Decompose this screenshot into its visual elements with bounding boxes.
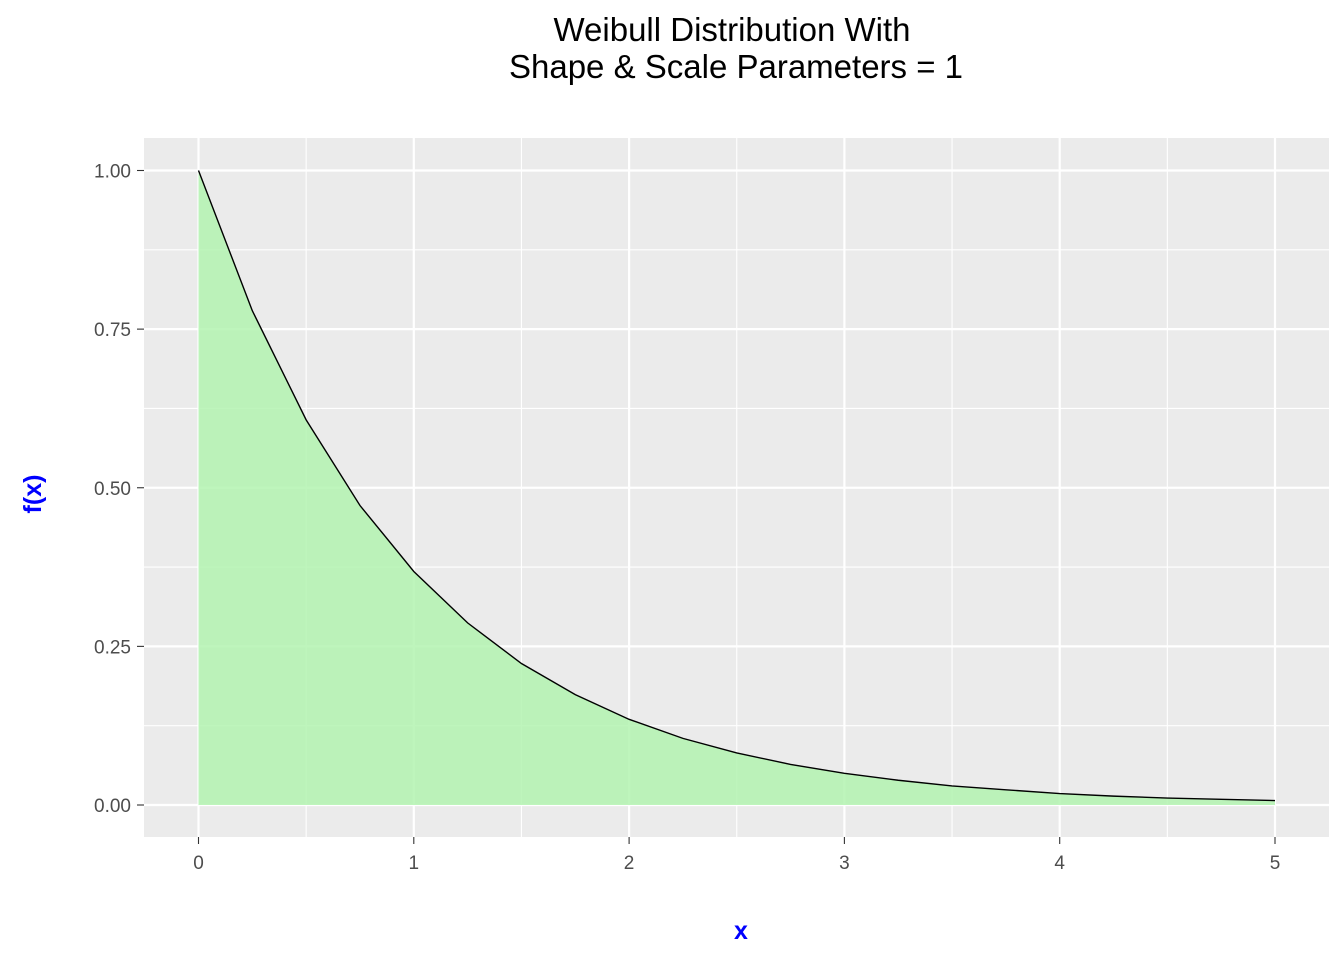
y-axis-title: f(x) — [19, 475, 47, 514]
chart-title-line-1: Weibull Distribution With — [553, 11, 910, 48]
y-tick-label: 0.75 — [94, 320, 131, 341]
chart-title-line-2: Shape & Scale Parameters = 1 — [509, 48, 963, 85]
x-tick-label: 1 — [409, 853, 420, 874]
x-axis-title: x — [734, 917, 748, 945]
x-tick-label: 4 — [1054, 853, 1065, 874]
x-tick-label: 0 — [193, 853, 204, 874]
area-layer — [197, 170, 1276, 805]
x-tick-label: 3 — [839, 853, 850, 874]
y-tick-label: 1.00 — [94, 162, 131, 183]
x-tick-label: 2 — [624, 853, 635, 874]
density-area — [198, 170, 1275, 805]
y-tick-label: 0.25 — [94, 637, 131, 658]
y-tick-label: 0.50 — [94, 479, 131, 500]
y-tick-label: 0.00 — [94, 796, 131, 817]
axes: 0 1 2 3 4 5 0.00 0.25 0.50 0.75 1.00 — [94, 162, 1280, 875]
x-tick-label: 5 — [1270, 853, 1281, 874]
density-curve — [197, 170, 1276, 802]
